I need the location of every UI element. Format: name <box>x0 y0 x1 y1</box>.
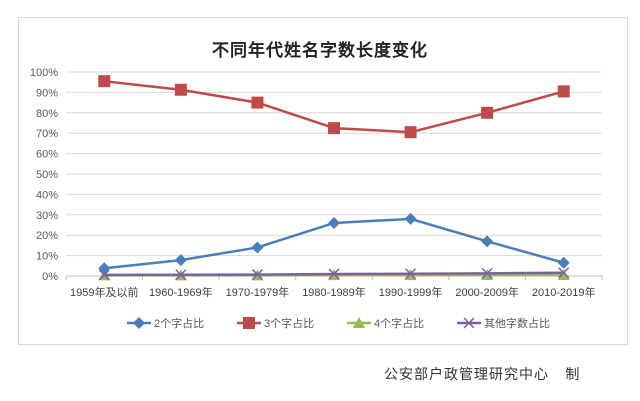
data-point-square <box>481 106 494 119</box>
y-tick-label: 70% <box>36 128 58 140</box>
data-point-square <box>98 75 111 88</box>
y-tick-label: 80% <box>36 108 58 120</box>
legend-label: 2个字占比 <box>154 316 204 330</box>
data-point-square <box>174 83 187 96</box>
data-point-diamond <box>251 241 264 254</box>
x-tick-label: 1980-1989年 <box>302 285 366 299</box>
y-tick-label: 10% <box>36 251 58 263</box>
data-point-x <box>558 267 570 279</box>
data-point-diamond <box>557 256 570 269</box>
chart-title: 不同年代姓名字数长度变化 <box>212 41 428 61</box>
x-tick-label: 1959年及以前 <box>70 285 138 299</box>
data-point-triangle <box>557 268 570 280</box>
legend-label: 4个字占比 <box>374 316 424 330</box>
data-point-square <box>557 85 570 98</box>
x-tick-label: 1970-1979年 <box>226 285 290 299</box>
legend-marker-x <box>463 317 475 329</box>
legend-marker-square <box>243 317 255 329</box>
y-tick-label: 40% <box>36 189 58 201</box>
data-point-square <box>251 96 264 109</box>
x-tick-label: 2010-2019年 <box>532 285 596 299</box>
x-tick-label: 1960-1969年 <box>149 285 213 299</box>
data-point-square <box>404 126 417 139</box>
legend-marker-diamond <box>133 317 145 329</box>
data-point-diamond <box>481 235 494 248</box>
y-tick-label: 90% <box>36 87 58 99</box>
y-tick-label: 0% <box>42 271 58 283</box>
legend-label: 其他字数占比 <box>484 316 550 330</box>
data-point-diamond <box>98 262 111 275</box>
data-point-square <box>328 122 340 135</box>
legend-marker-triangle <box>353 317 365 328</box>
data-point-x <box>405 268 417 280</box>
data-point-x <box>481 267 493 279</box>
y-tick-label: 30% <box>36 210 58 222</box>
data-point-x <box>175 269 187 281</box>
x-tick-label: 2000-2009年 <box>455 285 519 299</box>
data-point-x <box>328 268 340 280</box>
data-point-x <box>251 269 263 281</box>
y-tick-label: 50% <box>36 169 58 181</box>
legend-label: 3个字占比 <box>264 316 314 330</box>
credit-text: 公安部户政管理研究中心 制 <box>384 367 581 383</box>
y-tick-label: 60% <box>36 149 58 161</box>
data-point-diamond <box>328 216 340 229</box>
x-tick-label: 1990-1999年 <box>379 285 443 299</box>
y-tick-label: 20% <box>36 230 58 242</box>
data-point-diamond <box>174 254 187 267</box>
y-tick-label: 100% <box>30 67 58 79</box>
data-point-diamond <box>404 212 417 225</box>
data-point-x <box>98 269 110 281</box>
